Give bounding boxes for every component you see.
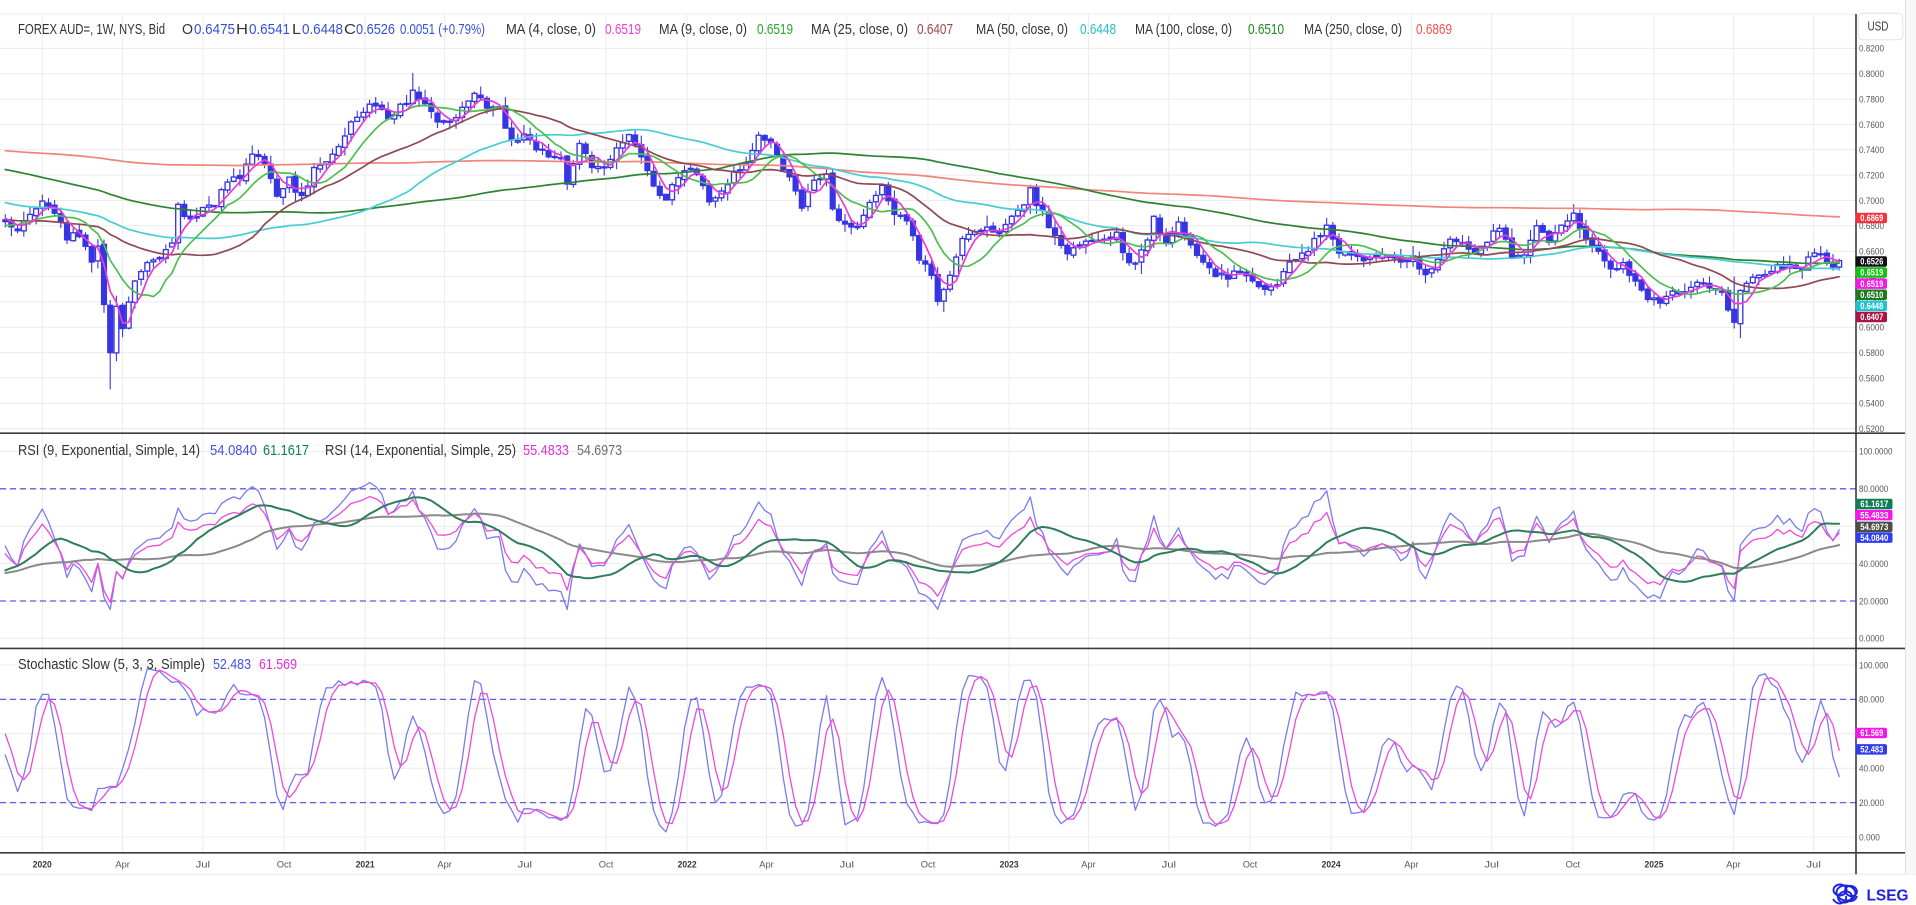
svg-text:40.0000: 40.0000 <box>1859 559 1888 570</box>
svg-text:MA (250, close, 0): MA (250, close, 0) <box>1304 21 1402 38</box>
svg-text:0.6869: 0.6869 <box>1860 213 1883 224</box>
svg-text:Apr: Apr <box>115 859 129 870</box>
svg-text:MA (9, close, 0): MA (9, close, 0) <box>659 21 747 38</box>
svg-text:61.1617: 61.1617 <box>1860 499 1888 510</box>
svg-text:0.000: 0.000 <box>1859 832 1880 843</box>
svg-text:80.0000: 80.0000 <box>1859 484 1888 495</box>
svg-text:Jul: Jul <box>1806 859 1821 870</box>
svg-text:0.6519: 0.6519 <box>1860 279 1883 290</box>
svg-text:C: C <box>344 21 356 38</box>
svg-text:0.5200: 0.5200 <box>1859 424 1884 435</box>
svg-text:Stochastic Slow (5, 3, 3, Simp: Stochastic Slow (5, 3, 3, Simple) <box>18 656 205 673</box>
svg-text:MA (50, close, 0): MA (50, close, 0) <box>976 21 1068 38</box>
svg-text:0.8000: 0.8000 <box>1859 69 1884 80</box>
svg-text:0.5400: 0.5400 <box>1859 399 1884 410</box>
svg-text:61.1617: 61.1617 <box>263 442 309 459</box>
svg-text:80.000: 80.000 <box>1859 695 1884 706</box>
svg-text:MA (100, close, 0): MA (100, close, 0) <box>1135 21 1232 38</box>
svg-text:Apr: Apr <box>1726 859 1741 870</box>
svg-text:Jul: Jul <box>840 859 855 870</box>
svg-text:0.6510: 0.6510 <box>1860 290 1883 301</box>
svg-text:20.000: 20.000 <box>1859 798 1884 809</box>
svg-text:0.6448: 0.6448 <box>1080 21 1116 38</box>
svg-text:0.6600: 0.6600 <box>1859 247 1884 258</box>
svg-text:0.6475: 0.6475 <box>194 21 235 38</box>
svg-text:0.0051 (+0.79%): 0.0051 (+0.79%) <box>400 21 485 38</box>
svg-text:0.6510: 0.6510 <box>1248 21 1284 38</box>
svg-text:Apr: Apr <box>1404 859 1419 870</box>
svg-text:Oct: Oct <box>277 859 292 870</box>
svg-text:0.6526: 0.6526 <box>356 21 395 38</box>
svg-text:100.000: 100.000 <box>1859 660 1888 671</box>
svg-text:0.6526: 0.6526 <box>1860 257 1883 268</box>
svg-text:0.6448: 0.6448 <box>302 21 343 38</box>
svg-text:0.0000: 0.0000 <box>1859 634 1884 645</box>
svg-text:54.0840: 54.0840 <box>1860 533 1888 544</box>
svg-text:0.6519: 0.6519 <box>1860 268 1883 279</box>
svg-text:0.6407: 0.6407 <box>917 21 953 38</box>
svg-text:0.7400: 0.7400 <box>1859 145 1884 156</box>
svg-text:Apr: Apr <box>1081 859 1096 870</box>
svg-text:0.6407: 0.6407 <box>1860 312 1883 323</box>
svg-text:USD: USD <box>1868 20 1889 34</box>
svg-text:Apr: Apr <box>759 859 774 870</box>
svg-text:Jul: Jul <box>1162 859 1177 870</box>
svg-text:0.6519: 0.6519 <box>757 21 793 38</box>
svg-text:Oct: Oct <box>1243 859 1258 870</box>
svg-text:FOREX AUD=, 1W, NYS, Bid: FOREX AUD=, 1W, NYS, Bid <box>18 21 165 38</box>
svg-text:0.7000: 0.7000 <box>1859 196 1884 207</box>
svg-text:0.5800: 0.5800 <box>1859 348 1884 359</box>
svg-text:52.483: 52.483 <box>1860 745 1883 756</box>
svg-text:0.6800: 0.6800 <box>1859 221 1884 232</box>
svg-text:RSI (9, Exponential, Simple, 1: RSI (9, Exponential, Simple, 14) <box>18 442 200 459</box>
svg-text:0.5600: 0.5600 <box>1859 373 1884 384</box>
svg-text:Oct: Oct <box>1566 859 1581 870</box>
svg-text:Jul: Jul <box>1484 859 1499 870</box>
svg-text:0.6448: 0.6448 <box>1860 301 1883 312</box>
svg-text:2020: 2020 <box>33 859 52 870</box>
svg-text:100.0000: 100.0000 <box>1859 447 1892 458</box>
svg-text:55.4833: 55.4833 <box>523 442 569 459</box>
svg-text:2021: 2021 <box>356 859 376 870</box>
svg-text:2025: 2025 <box>1645 859 1665 870</box>
svg-text:0.7200: 0.7200 <box>1859 171 1884 182</box>
svg-text:20.0000: 20.0000 <box>1859 596 1888 607</box>
svg-text:54.6973: 54.6973 <box>577 442 622 459</box>
svg-text:2023: 2023 <box>1000 859 1019 870</box>
svg-text:MA (4, close, 0): MA (4, close, 0) <box>506 21 596 38</box>
svg-text:Apr: Apr <box>437 859 452 870</box>
svg-text:40.000: 40.000 <box>1859 764 1884 775</box>
svg-text:2024: 2024 <box>1322 859 1342 870</box>
svg-text:LSEG: LSEG <box>1867 888 1909 905</box>
svg-text:55.4833: 55.4833 <box>1860 510 1888 521</box>
svg-text:0.7800: 0.7800 <box>1859 94 1884 105</box>
svg-text:RSI (14, Exponential, Simple,: RSI (14, Exponential, Simple, 25) <box>325 442 516 459</box>
svg-text:0.6000: 0.6000 <box>1859 323 1884 334</box>
svg-text:Oct: Oct <box>921 859 936 870</box>
svg-text:L: L <box>292 21 301 38</box>
svg-text:0.6869: 0.6869 <box>1416 21 1452 38</box>
svg-text:0.6519: 0.6519 <box>605 21 641 38</box>
svg-text:Jul: Jul <box>518 859 533 870</box>
svg-text:61.569: 61.569 <box>1860 728 1883 739</box>
svg-text:0.8200: 0.8200 <box>1859 44 1884 55</box>
svg-text:0.7600: 0.7600 <box>1859 120 1884 131</box>
svg-text:52.483: 52.483 <box>213 656 251 673</box>
svg-text:0.6541: 0.6541 <box>249 21 290 38</box>
svg-text:54.0840: 54.0840 <box>210 442 257 459</box>
svg-text:H: H <box>236 21 248 38</box>
svg-text:54.6973: 54.6973 <box>1860 522 1888 533</box>
svg-text:Jul: Jul <box>196 859 211 870</box>
svg-text:MA (25, close, 0): MA (25, close, 0) <box>811 21 908 38</box>
svg-text:2022: 2022 <box>678 859 697 870</box>
svg-text:O: O <box>182 21 193 38</box>
svg-text:61.569: 61.569 <box>259 656 297 673</box>
svg-text:Oct: Oct <box>599 859 614 870</box>
